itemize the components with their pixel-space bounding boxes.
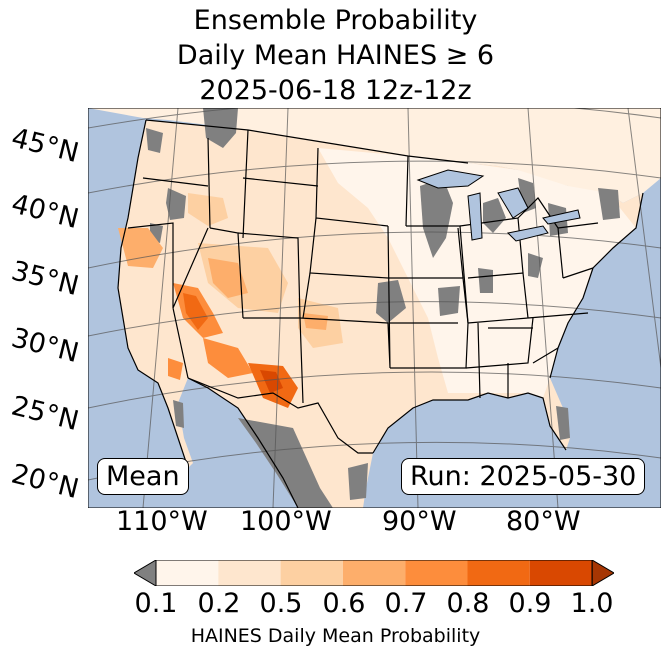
great-lakes — [416, 169, 581, 242]
colorbar-tick: 0.9 — [508, 588, 552, 619]
colorbar-segment — [405, 560, 468, 586]
colorbar-segment — [218, 560, 281, 586]
title-line-1: Ensemble Probability — [193, 5, 478, 36]
lat-label-25: 25°N — [8, 390, 82, 438]
colorbar-segment — [156, 560, 219, 586]
colorbar-tick: 0.2 — [197, 588, 241, 619]
canada-land — [88, 108, 661, 203]
lat-label-20: 20°N — [8, 458, 82, 506]
colorbar — [134, 560, 614, 586]
colorbar-frame — [155, 560, 593, 586]
title-line-2: Daily Mean HAINES ≥ 6 — [176, 40, 495, 71]
colorbar-tick: 0.6 — [322, 588, 366, 619]
lat-label-30: 30°N — [8, 322, 82, 370]
missing-data-patches — [146, 108, 620, 508]
colorbar-segment — [342, 560, 406, 586]
lon-label-110: 110°W — [116, 506, 208, 537]
colorbar-segment — [280, 560, 343, 586]
lat-label-35: 35°N — [8, 255, 82, 303]
colorbar-label: HAINES Daily Mean Probability — [190, 625, 481, 647]
colorbar-tick: 0.1 — [134, 588, 178, 619]
lon-label-100: 100°W — [240, 506, 332, 537]
title-line-3: 2025-06-18 12z-12z — [199, 75, 472, 106]
colorbar-under-arrow — [134, 560, 157, 586]
probability-map — [88, 108, 661, 508]
high-prob-shading — [118, 193, 343, 408]
run-label-box: Run: 2025-05-30 — [401, 458, 646, 495]
colorbar-segment — [467, 560, 530, 586]
lat-label-40: 40°N — [8, 188, 82, 236]
colorbar-over-arrow — [591, 560, 614, 586]
boundaries — [117, 119, 644, 508]
colorbar-segment — [529, 560, 593, 586]
graticule — [88, 108, 661, 508]
lon-label-90: 90°W — [382, 506, 457, 537]
lon-label-80: 80°W — [506, 506, 581, 537]
colorbar-tick: 0.8 — [446, 588, 490, 619]
colorbar-tick: 0.7 — [384, 588, 428, 619]
colorbar-tick: 1.0 — [570, 588, 614, 619]
lat-label-45: 45°N — [8, 122, 82, 170]
stat-label-box: Mean — [97, 458, 189, 495]
colorbar-tick: 0.5 — [259, 588, 303, 619]
